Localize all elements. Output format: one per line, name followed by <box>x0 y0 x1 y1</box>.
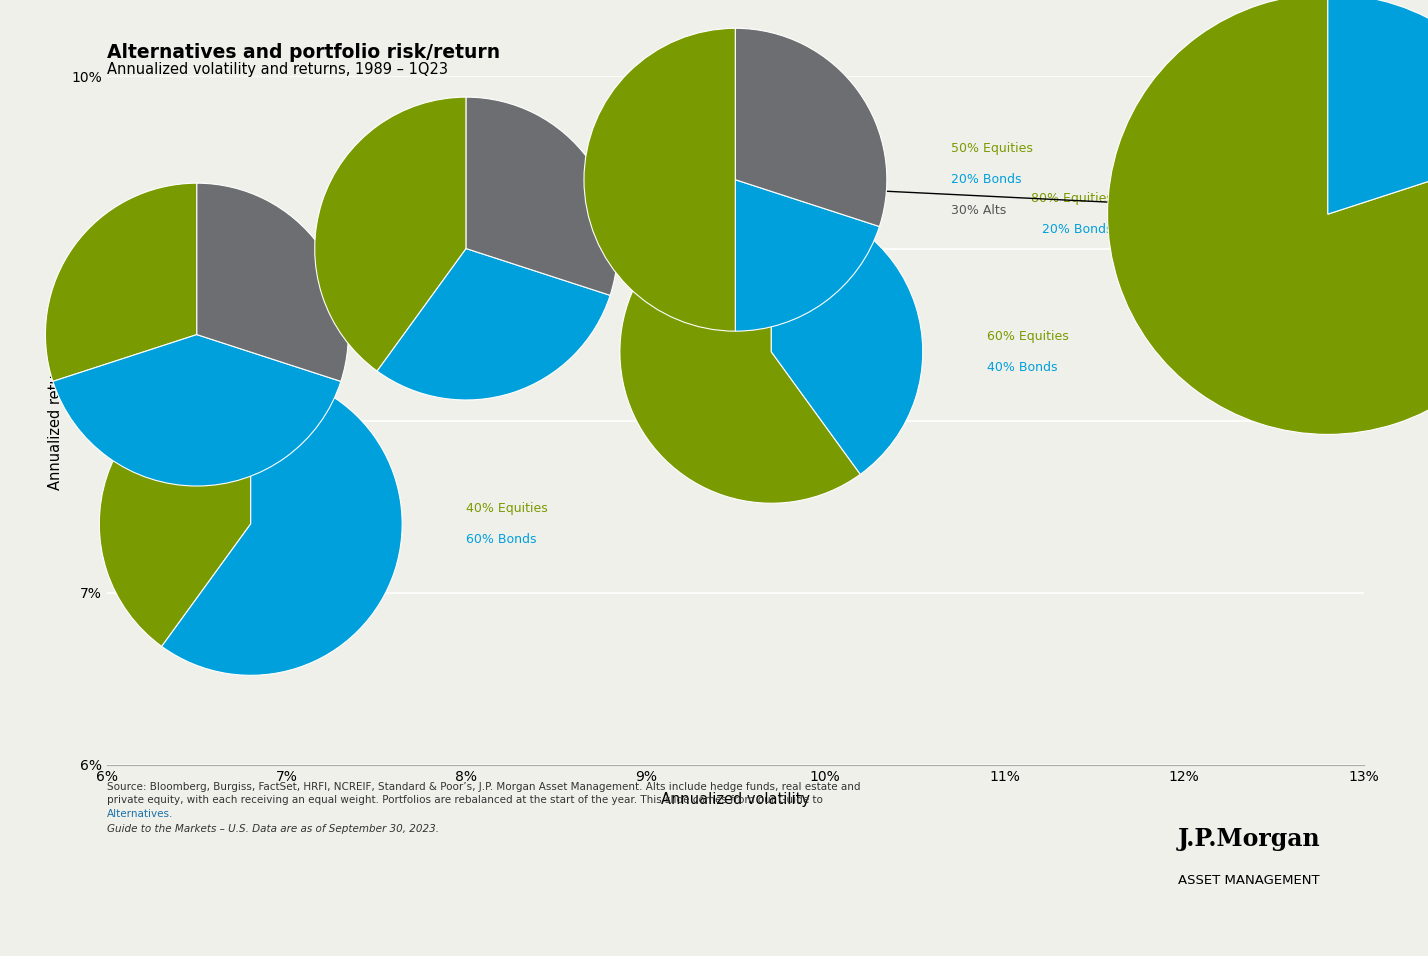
Text: 30% Bonds: 30% Bonds <box>681 242 753 255</box>
Y-axis label: Annualized returns: Annualized returns <box>49 351 63 490</box>
Wedge shape <box>1108 0 1428 434</box>
Text: 30% Alts: 30% Alts <box>951 205 1007 217</box>
Text: J.P.Morgan: J.P.Morgan <box>1178 827 1321 851</box>
Text: 60% Bonds: 60% Bonds <box>466 532 537 546</box>
Text: Guide to the Markets – U.S. Data are as of September 30, 2023.: Guide to the Markets – U.S. Data are as … <box>107 824 438 834</box>
Text: 40% Bonds: 40% Bonds <box>987 360 1057 374</box>
Text: 30% Equities: 30% Equities <box>413 297 494 310</box>
Text: 30% Alts: 30% Alts <box>413 359 467 372</box>
Text: Alternatives.: Alternatives. <box>107 809 173 818</box>
Wedge shape <box>1328 0 1428 214</box>
Wedge shape <box>197 184 348 381</box>
X-axis label: Annualized volatility: Annualized volatility <box>661 792 810 807</box>
Wedge shape <box>161 373 403 675</box>
Text: Annualized volatility and returns, 1989 – 1Q23: Annualized volatility and returns, 1989 … <box>107 62 448 77</box>
Wedge shape <box>466 98 617 295</box>
Text: 30% Alts: 30% Alts <box>681 273 737 286</box>
Text: ASSET MANAGEMENT: ASSET MANAGEMENT <box>1178 874 1319 887</box>
Text: 20% Bonds: 20% Bonds <box>1042 223 1112 236</box>
Text: 80% Equities: 80% Equities <box>1031 192 1112 206</box>
Wedge shape <box>771 201 922 474</box>
Wedge shape <box>735 29 887 227</box>
Text: Alternatives and portfolio risk/return: Alternatives and portfolio risk/return <box>107 43 500 62</box>
Text: 50% Equities: 50% Equities <box>951 142 1032 155</box>
Wedge shape <box>46 184 197 381</box>
Wedge shape <box>100 373 251 646</box>
Text: Source: Bloomberg, Burgiss, FactSet, HRFI, NCREIF, Standard & Poor’s, J.P. Morga: Source: Bloomberg, Burgiss, FactSet, HRF… <box>107 782 861 792</box>
Wedge shape <box>53 335 341 486</box>
Wedge shape <box>620 201 860 503</box>
Wedge shape <box>314 98 466 371</box>
Text: private equity, with each receiving an equal weight. Portfolios are rebalanced a: private equity, with each receiving an e… <box>107 795 823 805</box>
Text: 60% Equities: 60% Equities <box>987 330 1068 343</box>
Wedge shape <box>584 29 735 331</box>
Text: 40% Equities: 40% Equities <box>681 211 764 224</box>
Text: 40% Bonds: 40% Bonds <box>413 328 483 341</box>
Text: 20% Bonds: 20% Bonds <box>951 173 1021 186</box>
Wedge shape <box>377 249 610 400</box>
Text: 40% Equities: 40% Equities <box>466 502 548 515</box>
Wedge shape <box>735 180 880 331</box>
